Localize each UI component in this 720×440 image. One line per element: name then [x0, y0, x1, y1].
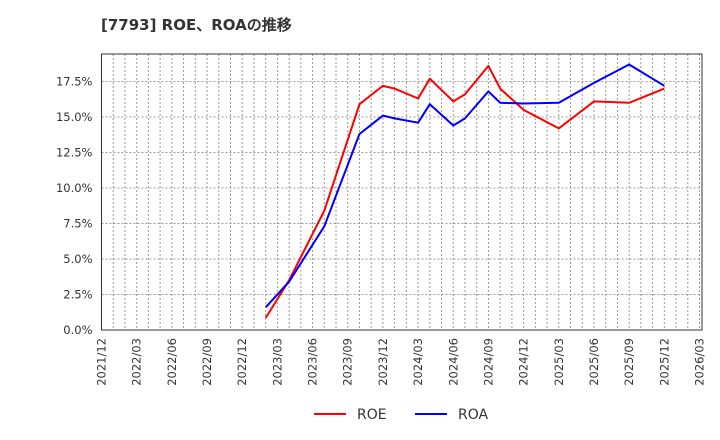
x-tick-label: 2024/12	[517, 338, 531, 386]
x-tick-label: 2023/06	[306, 338, 320, 386]
data-series	[264, 63, 665, 319]
y-tick-label: 10.0%	[56, 181, 93, 195]
x-tick-label: 2025/12	[657, 338, 671, 386]
x-tick-label: 2022/09	[200, 338, 214, 386]
x-tick-label: 2025/09	[622, 338, 636, 386]
x-tick-label: 2022/12	[235, 338, 249, 386]
y-tick-label: 5.0%	[63, 252, 92, 266]
legend-label-roe: ROE	[357, 407, 387, 423]
grid-lines	[101, 54, 702, 330]
plot-area-frame	[101, 53, 703, 331]
series-line-roe	[264, 64, 665, 319]
x-tick-label: 2023/09	[341, 338, 355, 386]
y-tick-label: 12.5%	[56, 146, 93, 160]
series-line-roa	[264, 63, 665, 308]
y-tick-label: 7.5%	[63, 217, 92, 231]
x-tick-label: 2021/12	[95, 338, 109, 386]
x-tick-label: 2022/03	[130, 338, 144, 386]
x-tick-label: 2026/03	[693, 338, 707, 386]
x-tick-label: 2025/03	[552, 338, 566, 386]
y-tick-label: 15.0%	[56, 110, 93, 124]
x-tick-label: 2025/06	[587, 338, 601, 386]
y-axis-ticks: 0.0% 2.5% 5.0% 7.5% 10.0% 12.5% 15.0% 17.5%	[56, 75, 93, 338]
x-tick-label: 2023/12	[376, 338, 390, 386]
x-tick-label: 2022/06	[165, 338, 179, 386]
y-tick-label: 17.5%	[56, 75, 93, 89]
chart-title: [7793] ROE、ROAの推移	[101, 16, 292, 34]
x-tick-label: 2024/06	[446, 338, 460, 386]
legend-label-roa: ROA	[458, 407, 489, 423]
legend: ROE ROA	[314, 407, 489, 423]
x-tick-label: 2024/09	[481, 338, 495, 386]
x-axis-ticks: 2021/12 2022/03 2022/06 2022/09 2022/12 2023/…	[95, 338, 707, 386]
x-tick-label: 2024/03	[411, 338, 425, 386]
y-tick-label: 0.0%	[63, 323, 92, 337]
y-tick-label: 2.5%	[63, 288, 92, 302]
x-tick-label: 2023/03	[270, 338, 284, 386]
